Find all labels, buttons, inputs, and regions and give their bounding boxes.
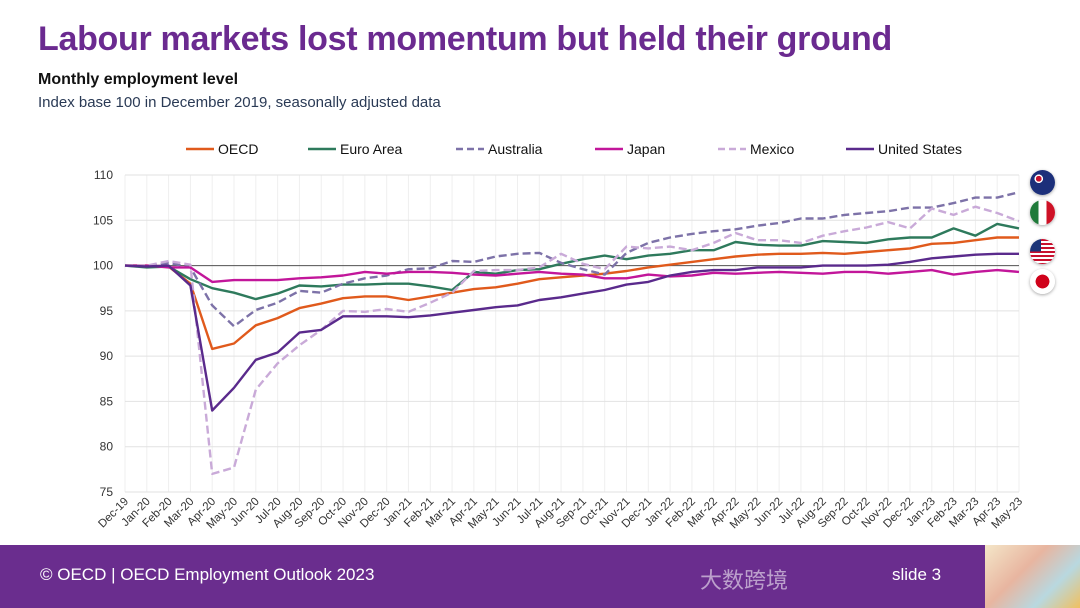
legend-label: United States <box>878 141 962 157</box>
slide-title: Labour markets lost momentum but held th… <box>38 20 892 58</box>
footer-illustration <box>985 545 1080 608</box>
y-tick-label: 90 <box>100 349 114 363</box>
chart-description: Index base 100 in December 2019, seasona… <box>38 94 441 111</box>
y-tick-label: 75 <box>100 485 114 499</box>
series-line-australia <box>124 191 1020 328</box>
mexico-flag-icon <box>1030 200 1055 225</box>
series-line-euro-area <box>124 222 1020 301</box>
legend-label: Mexico <box>750 141 795 157</box>
footer-copyright: © OECD | OECD Employment Outlook 2023 <box>40 565 375 584</box>
y-tick-label: 100 <box>93 259 113 273</box>
y-tick-label: 95 <box>100 304 114 318</box>
watermark: 大数跨境 <box>700 568 789 593</box>
series-line-japan <box>125 264 1020 284</box>
japan-flag-icon <box>1030 269 1055 294</box>
y-tick-label: 105 <box>93 213 113 227</box>
legend-label: OECD <box>218 141 258 157</box>
slide-number: slide 3 <box>892 565 942 584</box>
legend-label: Japan <box>627 141 665 157</box>
legend-label: Australia <box>488 141 543 157</box>
united-states-flag-icon <box>1030 239 1055 264</box>
chart-subtitle: Monthly employment level <box>38 71 239 88</box>
footer-bar: © OECD | OECD Employment Outlook 2023 大数… <box>0 545 1080 608</box>
australia-flag-icon <box>1030 170 1055 195</box>
y-tick-label: 85 <box>100 394 114 408</box>
series-line-mexico <box>125 205 1020 476</box>
y-tick-label: 110 <box>94 168 113 182</box>
series-line-united-states <box>124 252 1019 412</box>
y-tick-label: 80 <box>100 440 114 454</box>
series-line-oecd <box>125 236 1019 351</box>
line-chart: 7580859095100105110Dec-19Jan-20Feb-20Mar… <box>93 141 1025 531</box>
legend-label: Euro Area <box>340 141 402 157</box>
